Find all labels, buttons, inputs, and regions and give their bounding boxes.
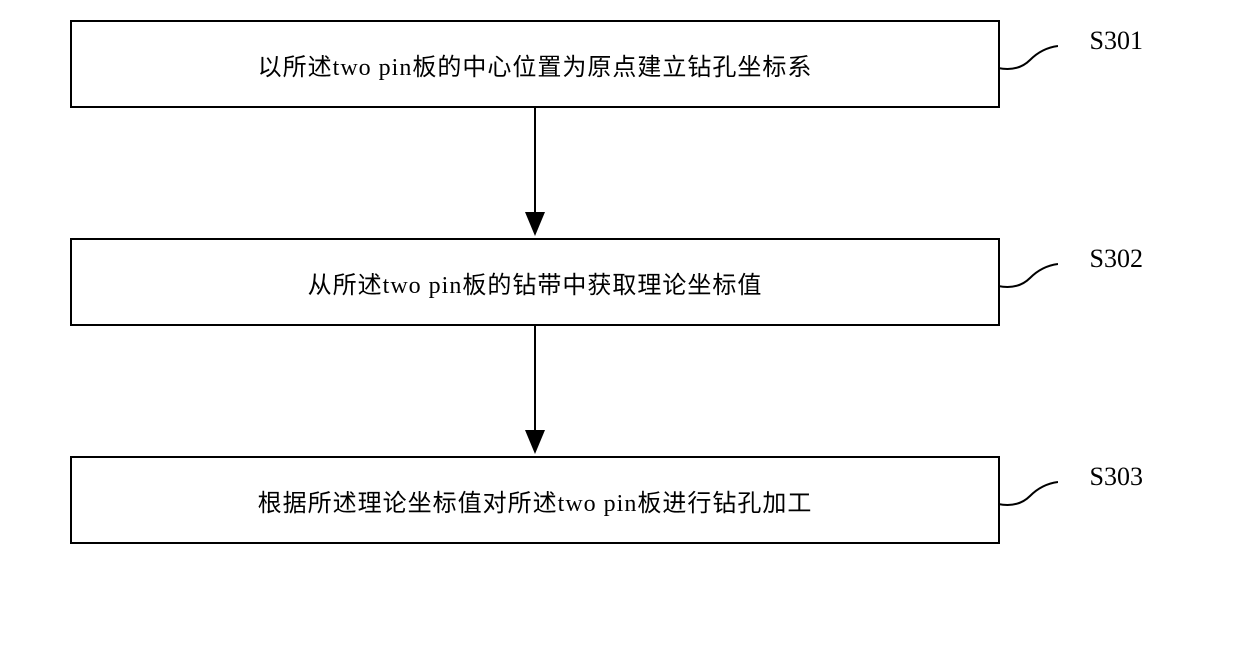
flowchart-container: 以所述two pin板的中心位置为原点建立钻孔坐标系 S301 从所述two p…: [70, 20, 1090, 544]
arrow-connector: [70, 326, 1000, 456]
arrow-head-icon: [525, 430, 545, 454]
step-box-s302: 从所述two pin板的钻带中获取理论坐标值 S302: [70, 238, 1000, 326]
step-box-s301: 以所述two pin板的中心位置为原点建立钻孔坐标系 S301: [70, 20, 1000, 108]
step-box-s303: 根据所述理论坐标值对所述two pin板进行钻孔加工 S303: [70, 456, 1000, 544]
step-label: S303: [1090, 462, 1143, 492]
step-text: 根据所述理论坐标值对所述two pin板进行钻孔加工: [258, 483, 813, 518]
arrow-connector: [70, 108, 1000, 238]
step-text: 以所述two pin板的中心位置为原点建立钻孔坐标系: [258, 47, 813, 82]
step-label: S301: [1090, 26, 1143, 56]
arrow-line-icon: [534, 108, 536, 216]
connector-curve-icon: [998, 262, 1058, 292]
arrow-head-icon: [525, 212, 545, 236]
connector-curve-icon: [998, 44, 1058, 74]
step-label: S302: [1090, 244, 1143, 274]
connector-curve-icon: [998, 480, 1058, 510]
step-text: 从所述two pin板的钻带中获取理论坐标值: [308, 265, 763, 300]
arrow-line-icon: [534, 326, 536, 434]
